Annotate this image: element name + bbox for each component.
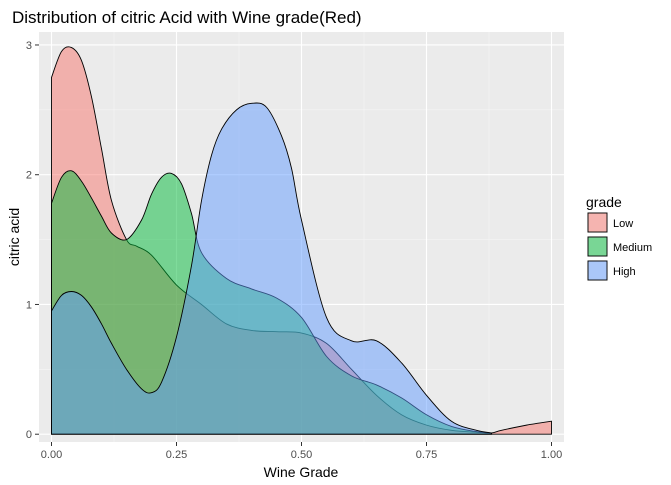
legend-swatch-low (587, 212, 608, 233)
x-tick-label: 0.50 (291, 449, 312, 461)
legend-label-low: Low (613, 218, 633, 230)
legend-label-high: High (613, 266, 636, 278)
y-tick-label: 1 (26, 299, 32, 311)
chart-title: Distribution of citric Acid with Wine gr… (12, 8, 362, 27)
y-axis-title: citric acid (6, 208, 22, 266)
y-tick-label: 3 (26, 40, 32, 52)
legend-swatch-medium (587, 236, 608, 257)
x-axis: 0.00 0.25 0.50 0.75 1.00 (41, 442, 562, 461)
legend-label-medium: Medium (613, 242, 652, 254)
y-tick-label: 0 (26, 429, 32, 441)
density-areas (51, 46, 552, 435)
x-axis-title: Wine Grade (264, 464, 339, 480)
legend-swatch-high (587, 260, 608, 281)
x-tick-label: 1.00 (541, 449, 562, 461)
x-tick-label: 0.00 (41, 449, 62, 461)
x-tick-label: 0.75 (416, 449, 437, 461)
density-area-high (51, 102, 492, 435)
y-axis: 0 1 2 3 (26, 40, 39, 441)
legend-title: grade (586, 194, 622, 210)
y-tick-label: 2 (26, 170, 32, 182)
legend: grade Low Medium High (586, 194, 652, 281)
x-tick-label: 0.25 (166, 449, 187, 461)
